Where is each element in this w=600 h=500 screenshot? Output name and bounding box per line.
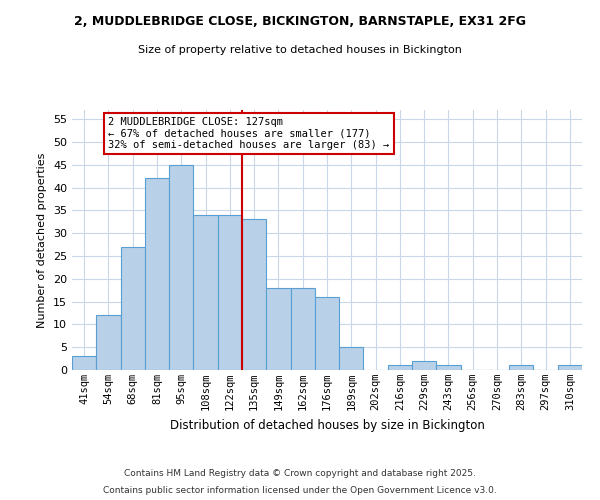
Bar: [218, 215, 242, 370]
Bar: [412, 361, 436, 370]
Bar: [339, 347, 364, 370]
Bar: [169, 164, 193, 370]
Bar: [145, 178, 169, 370]
Bar: [242, 220, 266, 370]
Bar: [388, 366, 412, 370]
Bar: [290, 288, 315, 370]
Text: Contains public sector information licensed under the Open Government Licence v3: Contains public sector information licen…: [103, 486, 497, 495]
Text: 2, MUDDLEBRIDGE CLOSE, BICKINGTON, BARNSTAPLE, EX31 2FG: 2, MUDDLEBRIDGE CLOSE, BICKINGTON, BARNS…: [74, 15, 526, 28]
Bar: [72, 356, 96, 370]
Bar: [436, 366, 461, 370]
Bar: [121, 247, 145, 370]
Text: Contains HM Land Registry data © Crown copyright and database right 2025.: Contains HM Land Registry data © Crown c…: [124, 468, 476, 477]
X-axis label: Distribution of detached houses by size in Bickington: Distribution of detached houses by size …: [170, 418, 484, 432]
Bar: [96, 316, 121, 370]
Text: 2 MUDDLEBRIDGE CLOSE: 127sqm
← 67% of detached houses are smaller (177)
32% of s: 2 MUDDLEBRIDGE CLOSE: 127sqm ← 67% of de…: [109, 117, 389, 150]
Y-axis label: Number of detached properties: Number of detached properties: [37, 152, 47, 328]
Bar: [266, 288, 290, 370]
Bar: [558, 366, 582, 370]
Bar: [315, 297, 339, 370]
Bar: [509, 366, 533, 370]
Bar: [193, 215, 218, 370]
Text: Size of property relative to detached houses in Bickington: Size of property relative to detached ho…: [138, 45, 462, 55]
